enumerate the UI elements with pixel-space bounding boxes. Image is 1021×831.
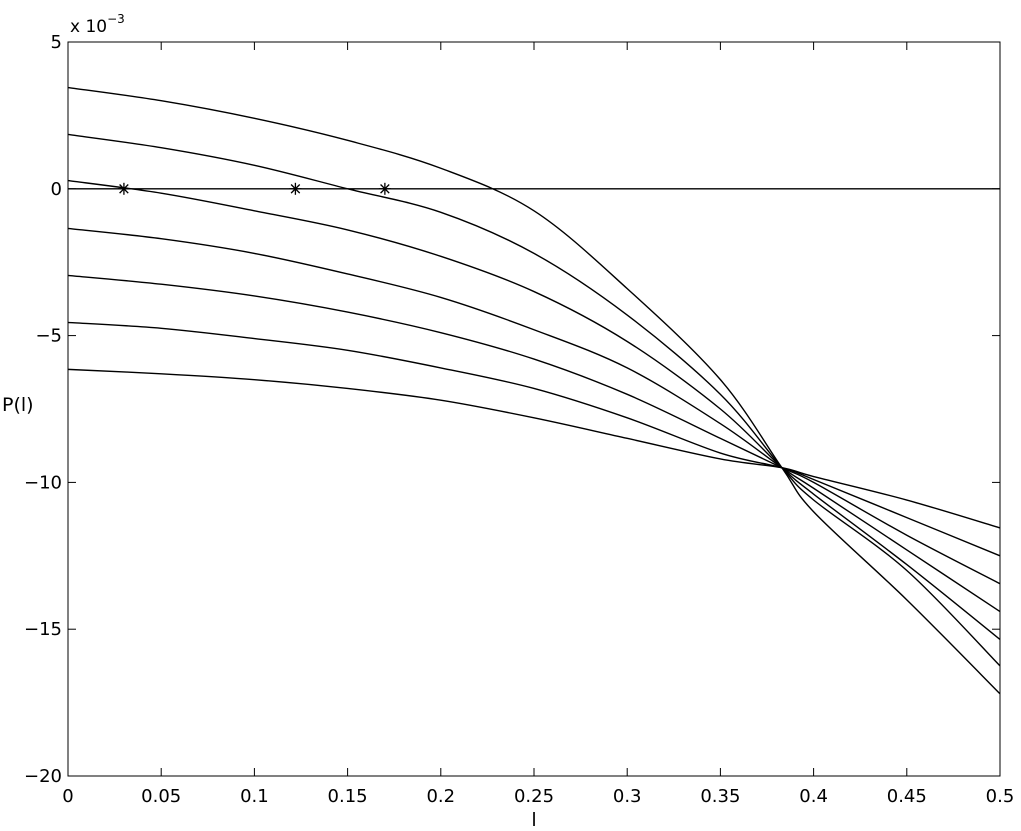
x-tick-label: 0.1 [240,786,269,807]
x-axis-label: l [531,809,536,831]
x-tick-label: 0.15 [328,786,368,807]
plot-frame [67,41,1001,777]
series-line-4 [67,227,1001,613]
y-axis-ticks: −20 −15 −10 −5 0 5 [24,32,1000,787]
x-axis-ticks: 0 0.05 0.1 0.15 0.2 0.25 0.3 0.35 0.4 0.45 0.5 [62,42,1014,807]
y-tick-label: −20 [24,766,62,787]
y-axis-label: P(l) [2,394,34,416]
x-tick-label: 0.25 [514,786,554,807]
root-marker-1 [117,182,130,195]
y-exponent-label: x 10−3 [70,12,125,37]
series-layer [67,86,1001,695]
root-marker-3 [378,182,391,195]
x-tick-label: 0.3 [613,786,642,807]
series-line-5 [67,274,1001,585]
x-tick-label: 0.4 [799,786,828,807]
x-tick-label: 0.35 [700,786,740,807]
series-line-1 [67,86,1001,695]
y-tick-label: 0 [51,179,62,200]
series-line-2 [67,133,1001,667]
marker-layer [117,182,391,195]
x-tick-label: 0.45 [887,786,927,807]
series-line-3 [67,179,1001,641]
x-tick-label: 0.2 [426,786,455,807]
y-tick-label: 5 [51,32,62,53]
x-tick-label: 0.05 [141,786,181,807]
root-marker-2 [289,182,302,195]
x-tick-label: 0.5 [986,786,1015,807]
y-tick-label: −15 [24,619,62,640]
y-tick-label: −5 [35,326,62,347]
series-line-6 [67,321,1001,557]
x-tick-label: 0 [62,786,73,807]
series-line-7 [67,368,1001,529]
y-tick-label: −10 [24,472,62,493]
